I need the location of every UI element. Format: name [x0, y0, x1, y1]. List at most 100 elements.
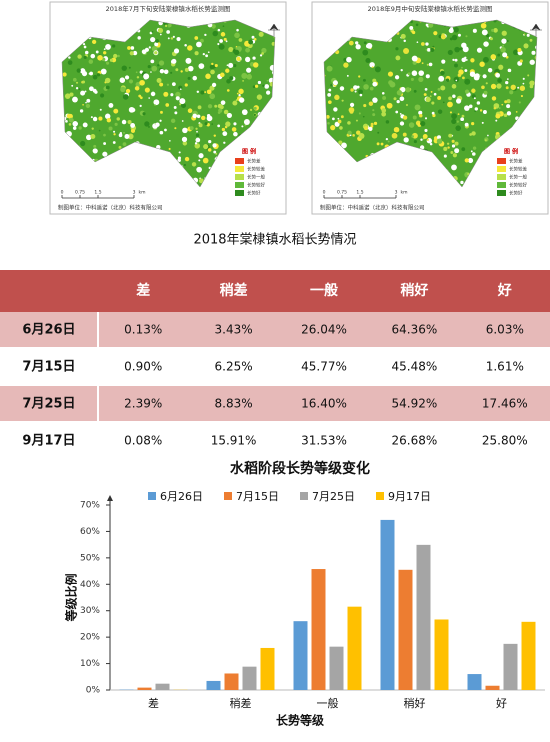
map-patch — [425, 96, 431, 103]
map-patch — [136, 76, 140, 79]
map-patch — [196, 90, 200, 94]
map-patch — [498, 64, 504, 70]
map-patch — [64, 93, 71, 99]
map-patch — [334, 121, 340, 127]
map-patch — [118, 145, 122, 149]
map-patch — [449, 111, 453, 114]
map-patch — [205, 54, 209, 58]
map-patch — [464, 158, 469, 163]
map-patch — [245, 47, 250, 53]
table-cell: 3.43% — [215, 323, 253, 337]
map-patch — [450, 151, 454, 154]
map-legend-item: 长势差 — [247, 158, 261, 165]
map-patch — [181, 103, 187, 109]
map-patch — [217, 42, 220, 46]
map-patch — [391, 132, 398, 139]
map-scale-label: 3 — [395, 190, 398, 196]
table-cell: 17.46% — [482, 397, 528, 411]
map-patch — [195, 137, 201, 143]
map-patch — [66, 113, 72, 119]
map-patch — [93, 144, 97, 148]
map-patch — [358, 75, 361, 78]
map-patch — [85, 103, 91, 109]
map-patch — [447, 49, 453, 55]
table-cell: 0.13% — [124, 323, 162, 337]
map-patch — [148, 46, 151, 49]
map-patch — [387, 71, 394, 77]
map-patch — [182, 127, 188, 134]
map-patch — [412, 30, 416, 35]
map-scale-label: 0 — [61, 190, 64, 196]
map-patch — [192, 113, 198, 119]
map-patch — [68, 123, 72, 126]
table-header-cell: 稍差 — [220, 282, 248, 299]
x-tick-label: 差 — [148, 696, 159, 710]
map-patch — [71, 84, 74, 87]
legend-label: 9月17日 — [388, 490, 431, 503]
map-patch — [520, 94, 524, 98]
map-patch — [88, 59, 94, 64]
map-patch — [502, 52, 508, 58]
map-patch — [436, 138, 443, 144]
map-patch — [413, 139, 417, 144]
map-patch — [459, 47, 463, 51]
map-patch — [396, 99, 400, 104]
table-cell: 6.03% — [486, 323, 524, 337]
map-patch — [457, 33, 461, 37]
map-patch — [173, 48, 180, 54]
map-patch — [481, 85, 485, 90]
map-patch — [515, 111, 518, 113]
map-patch — [204, 91, 207, 94]
map-patch — [91, 39, 97, 44]
map-patch — [338, 140, 343, 145]
map-patch — [154, 51, 158, 55]
map-patch — [326, 115, 330, 119]
map-patch — [456, 120, 459, 123]
map-patch — [517, 86, 520, 89]
map-patch — [103, 133, 106, 137]
map-patch — [347, 130, 352, 135]
map-patch — [171, 82, 176, 87]
map-patch — [153, 99, 160, 106]
table-row-label: 9月17日 — [22, 434, 75, 449]
map-patch — [228, 62, 234, 68]
map-patch — [505, 81, 509, 85]
map-patch — [372, 81, 378, 87]
map-patch — [148, 126, 150, 128]
x-axis-label: 长势等级 — [276, 713, 324, 728]
map-legend-item: 长势较差 — [247, 166, 265, 173]
map-patch — [483, 56, 489, 63]
table-row-bg — [0, 386, 550, 422]
map-patch — [470, 150, 473, 153]
map-patch — [409, 25, 414, 30]
map-patch — [128, 66, 131, 69]
map-patch — [225, 68, 230, 73]
map-patch — [405, 87, 411, 93]
bar — [137, 687, 152, 690]
map-patch — [422, 133, 428, 139]
map-patch — [236, 56, 241, 61]
map-patch — [448, 96, 452, 101]
table-header-bg — [0, 270, 550, 312]
map-patch — [154, 104, 156, 106]
map-legend-item: 长势一般 — [247, 174, 265, 181]
map-patch — [479, 109, 483, 112]
y-tick-label: 30% — [80, 606, 100, 616]
map-patch — [119, 77, 126, 83]
map-outline — [323, 19, 538, 188]
map-patch — [496, 83, 502, 89]
map-patch — [461, 42, 467, 49]
map-patch — [222, 25, 225, 28]
map-patch — [349, 109, 354, 114]
map-patch — [125, 88, 131, 94]
map-patch — [438, 75, 445, 82]
map-patch — [493, 20, 497, 23]
table-cell: 26.04% — [301, 323, 347, 337]
map-patch — [226, 112, 233, 118]
map-patch — [92, 148, 98, 154]
map-patch — [235, 99, 238, 102]
map-patch — [423, 93, 427, 97]
map-patch — [426, 138, 429, 141]
map-patch — [252, 56, 256, 60]
